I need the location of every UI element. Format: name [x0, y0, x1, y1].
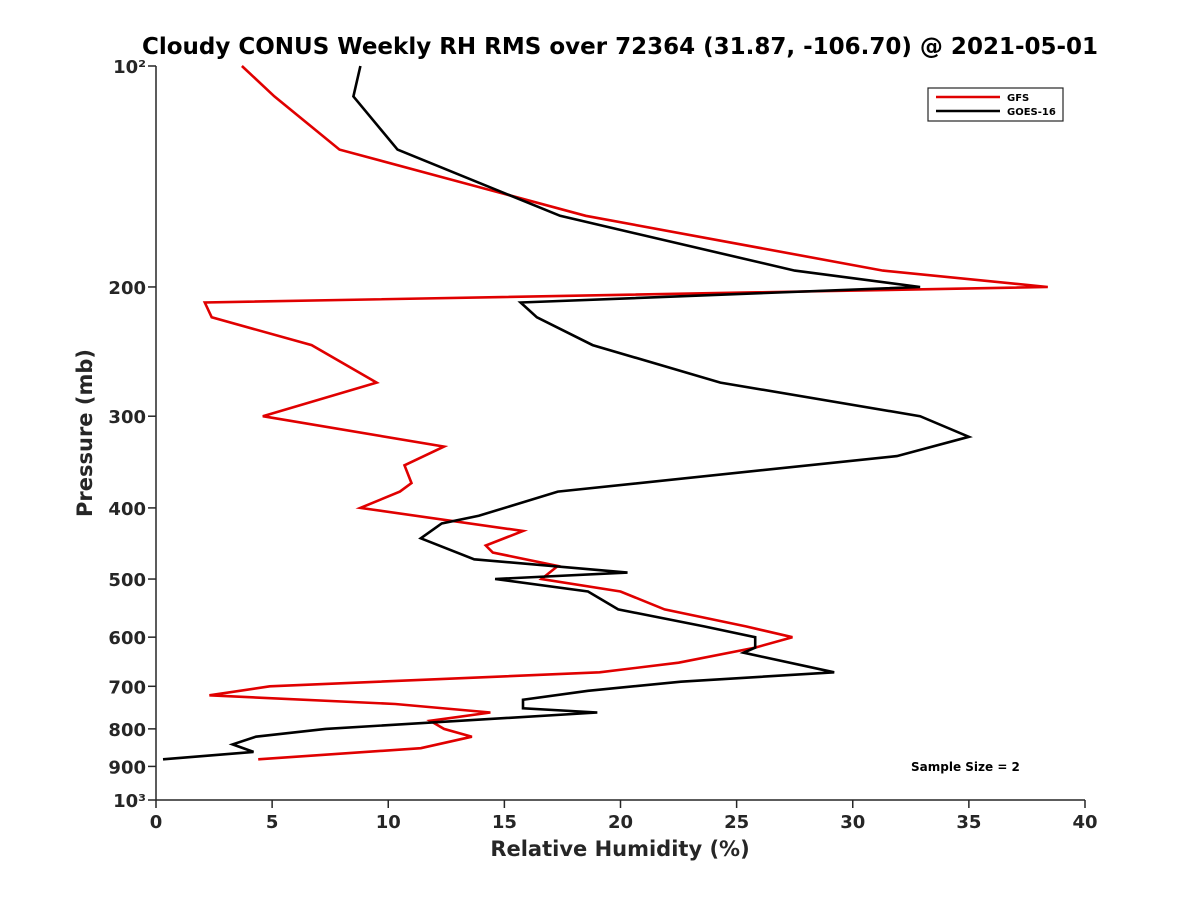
legend: GFS GOES-16 — [927, 87, 1064, 122]
x-tick-label: 5 — [266, 812, 279, 833]
x-ticks: 0 5 10 15 20 25 30 35 40 — [150, 800, 1098, 833]
legend-label-goes16: GOES-16 — [1007, 107, 1056, 118]
x-tick-label: 40 — [1072, 812, 1097, 833]
x-tick-label: 35 — [956, 812, 981, 833]
plot-area: 0 5 10 15 20 25 30 35 40 10² 200 300 400 500 600 700 80… — [108, 57, 1097, 833]
y-tick-label: 900 — [108, 757, 146, 778]
y-tick-label: 800 — [108, 720, 146, 741]
legend-label-gfs: GFS — [1007, 93, 1029, 104]
y-tick-label: 500 — [108, 570, 146, 591]
y-tick-label: 300 — [108, 407, 146, 428]
series-line-goes16 — [162, 65, 973, 761]
y-tick-label: 10³ — [113, 791, 146, 812]
legend-box — [927, 87, 1064, 122]
y-tick-label: 400 — [108, 499, 146, 520]
series-line-gfs — [202, 65, 1048, 761]
chart-title: Cloudy CONUS Weekly RH RMS over 72364 (3… — [142, 34, 1098, 60]
series-lines — [162, 65, 1048, 761]
y-axis-label: Pressure (mb) — [73, 349, 97, 517]
sample-size-annotation: Sample Size = 2 — [911, 760, 1020, 774]
x-tick-label: 10 — [376, 812, 401, 833]
x-tick-label: 20 — [608, 812, 633, 833]
x-axis-label: Relative Humidity (%) — [490, 837, 749, 861]
y-tick-label: 700 — [108, 677, 146, 698]
x-tick-label: 0 — [150, 812, 163, 833]
y-tick-label: 200 — [108, 278, 146, 299]
y-tick-label: 10² — [113, 57, 146, 78]
x-tick-label: 30 — [840, 812, 865, 833]
x-tick-label: 15 — [492, 812, 517, 833]
y-tick-label: 600 — [108, 628, 146, 649]
y-ticks: 10² 200 300 400 500 600 700 800 900 10³ — [108, 57, 156, 812]
x-tick-label: 25 — [724, 812, 749, 833]
